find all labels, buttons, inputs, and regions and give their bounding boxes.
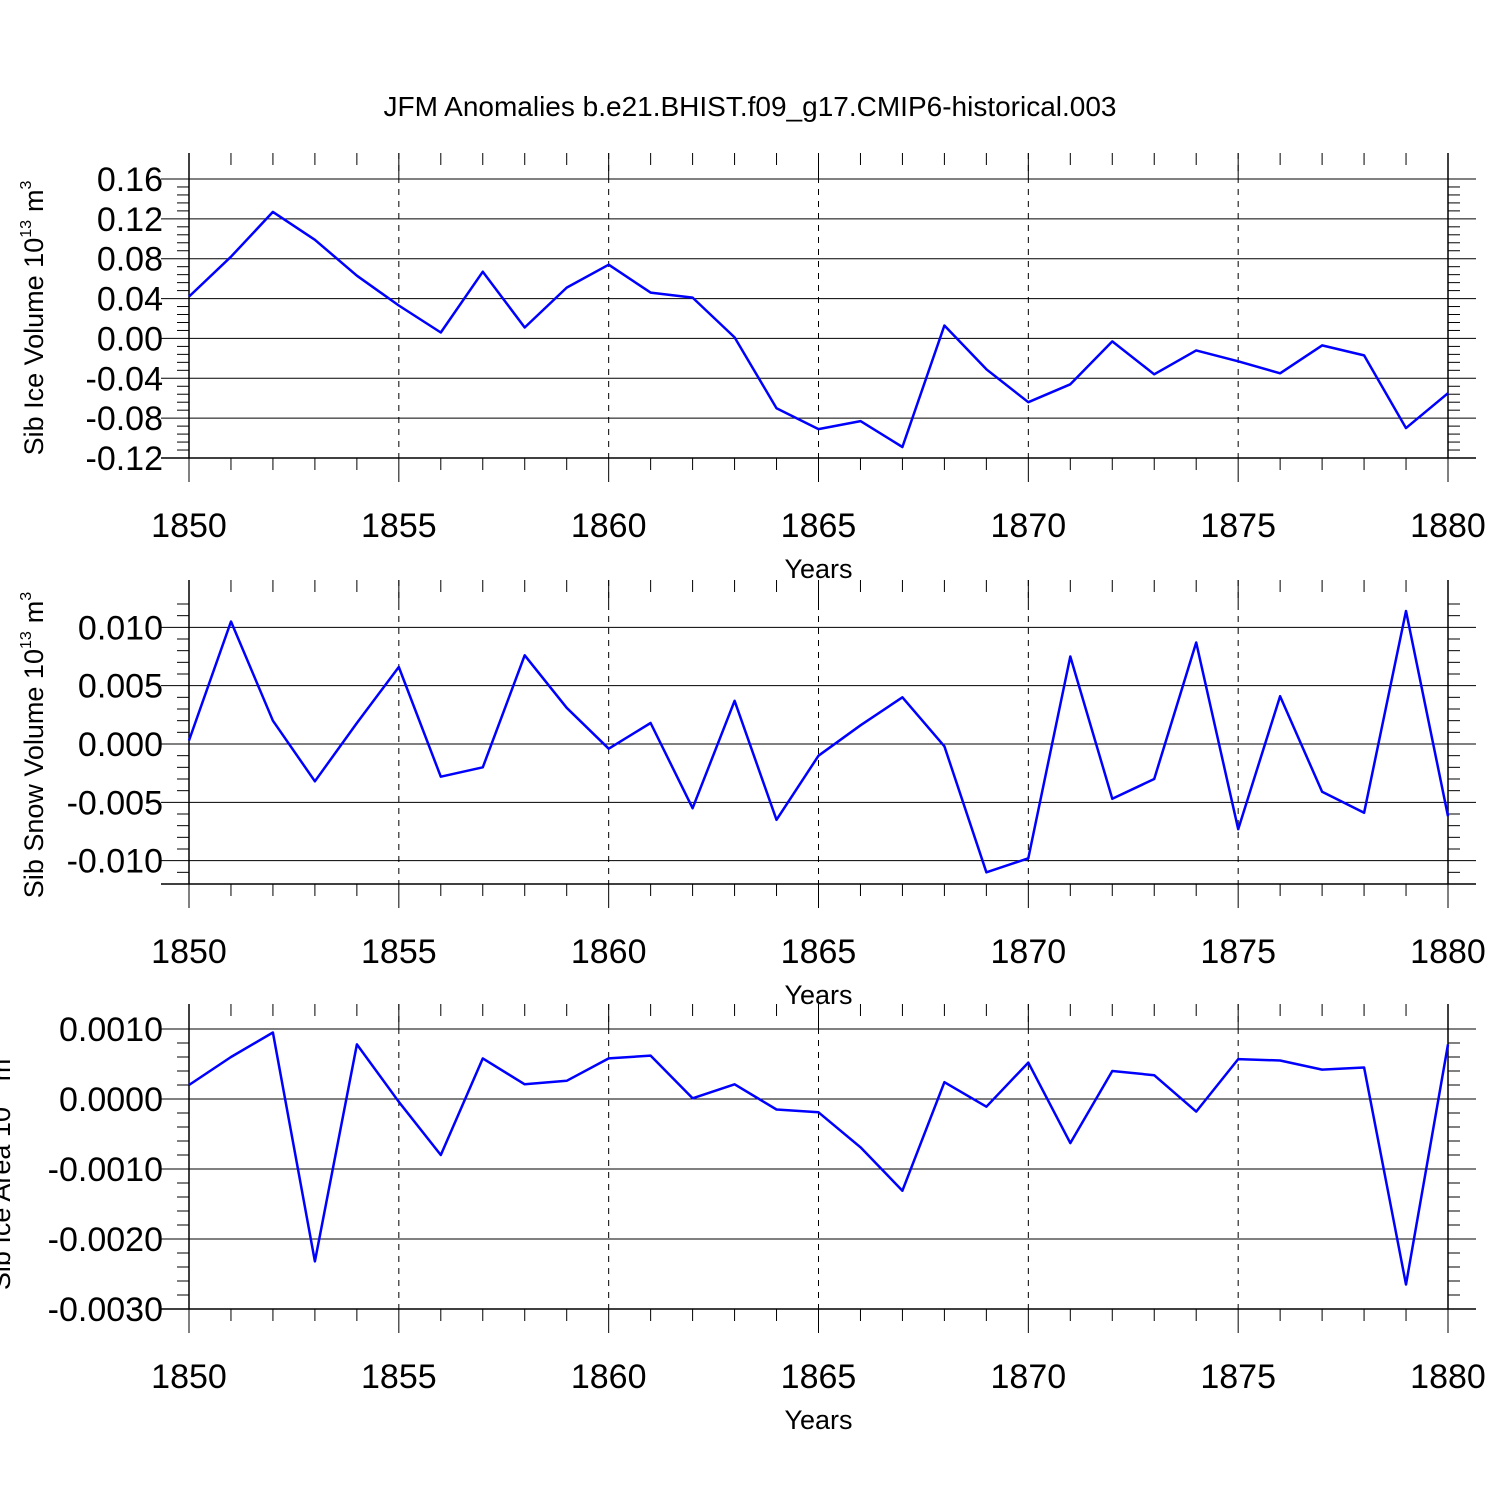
x-tick-label: 1850 [151,507,227,545]
y-axis-label-unit-exponent: 2 [0,1050,2,1059]
y-tick-label: -0.0020 [48,1221,163,1259]
x-tick-label: 1850 [151,1358,227,1396]
y-tick-label: 0.08 [97,241,163,279]
y-axis-label-unit: m [19,601,49,624]
x-tick-label: 1855 [361,1358,437,1396]
y-axis-label: Sib Ice Area 1013 m2 [0,1050,16,1290]
panel-1: -0.12-0.08-0.040.000.040.080.120.16 1850 1… [18,153,1486,584]
y-axis-label-unit: m [0,1059,16,1082]
y-tick-label: 0.0000 [59,1081,163,1119]
series-line [188,1031,1450,1286]
x-tick-label: 1850 [151,933,227,971]
y-tick-label: -0.0030 [48,1291,163,1329]
y-tick-label: -0.010 [67,843,163,881]
x-tick-label: 1860 [571,933,647,971]
y-tick-label: 0.0010 [59,1011,163,1049]
panels: -0.12-0.08-0.040.000.040.080.120.16 1850 1… [0,153,1486,1435]
panel-3: -0.0030 -0.0020 -0.0010 0.0000 0.0010 1850 185… [0,1004,1486,1435]
x-tick-label: 1880 [1410,1358,1486,1396]
x-tick-label: 1860 [571,1358,647,1396]
x-tick-label: 1865 [781,507,857,545]
panel-2: -0.010 -0.005 0.000 0.005 0.010 1850 1855 1860 1… [18,580,1486,1010]
y-tick-label: 0.16 [97,161,163,199]
y-axis-label-exponent: 13 [18,631,35,649]
y-axis-label-exponent: 13 [18,220,35,238]
y-tick-label: -0.08 [86,400,164,438]
x-tick-label: 1880 [1410,507,1486,545]
y-axis-label-unit-exponent: 3 [18,592,35,601]
x-tick-label: 1865 [781,1358,857,1396]
y-axis-label-unit-exponent: 3 [18,180,35,189]
x-tick-label: 1870 [991,1358,1067,1396]
y-axis-label: Sib Ice Volume 1013 m3 [18,180,49,455]
y-tick-label: 0.04 [97,281,163,319]
y-axis-label-text: Sib Ice Area 10 [0,1107,16,1290]
x-tick-label: 1875 [1200,507,1276,545]
x-tick-label: 1855 [361,507,437,545]
y-tick-label: 0.00 [97,320,163,358]
y-axis-label-exponent: 13 [0,1089,2,1107]
series-line [188,210,1449,449]
x-axis-label: Years [784,554,852,584]
x-tick-label: 1870 [991,933,1067,971]
y-tick-label: -0.04 [86,360,164,398]
y-axis-label-unit: m [19,189,49,212]
x-tick-label: 1880 [1410,933,1486,971]
x-tick-label: 1875 [1200,1358,1276,1396]
y-axis-label: Sib Snow Volume 1013 m3 [18,592,49,898]
y-tick-label: 0.010 [78,609,163,647]
x-tick-label: 1860 [571,507,647,545]
y-axis-label-text: Sib Snow Volume 10 [19,649,49,898]
x-axis-label: Years [784,1405,852,1435]
y-tick-label: 0.000 [78,726,163,764]
series-line [187,609,1450,874]
figure-title: JFM Anomalies b.e21.BHIST.f09_g17.CMIP6-… [383,91,1116,122]
y-axis-label-text: Sib Ice Volume 10 [19,238,49,456]
y-tick-label: 0.005 [78,668,163,706]
y-tick-label: -0.12 [86,440,164,478]
y-tick-label: -0.0010 [48,1151,163,1189]
x-tick-label: 1875 [1200,933,1276,971]
x-tick-label: 1870 [991,507,1067,545]
x-tick-label: 1855 [361,933,437,971]
x-tick-label: 1865 [781,933,857,971]
y-tick-label: -0.005 [67,784,163,822]
y-tick-label: 0.12 [97,201,163,239]
